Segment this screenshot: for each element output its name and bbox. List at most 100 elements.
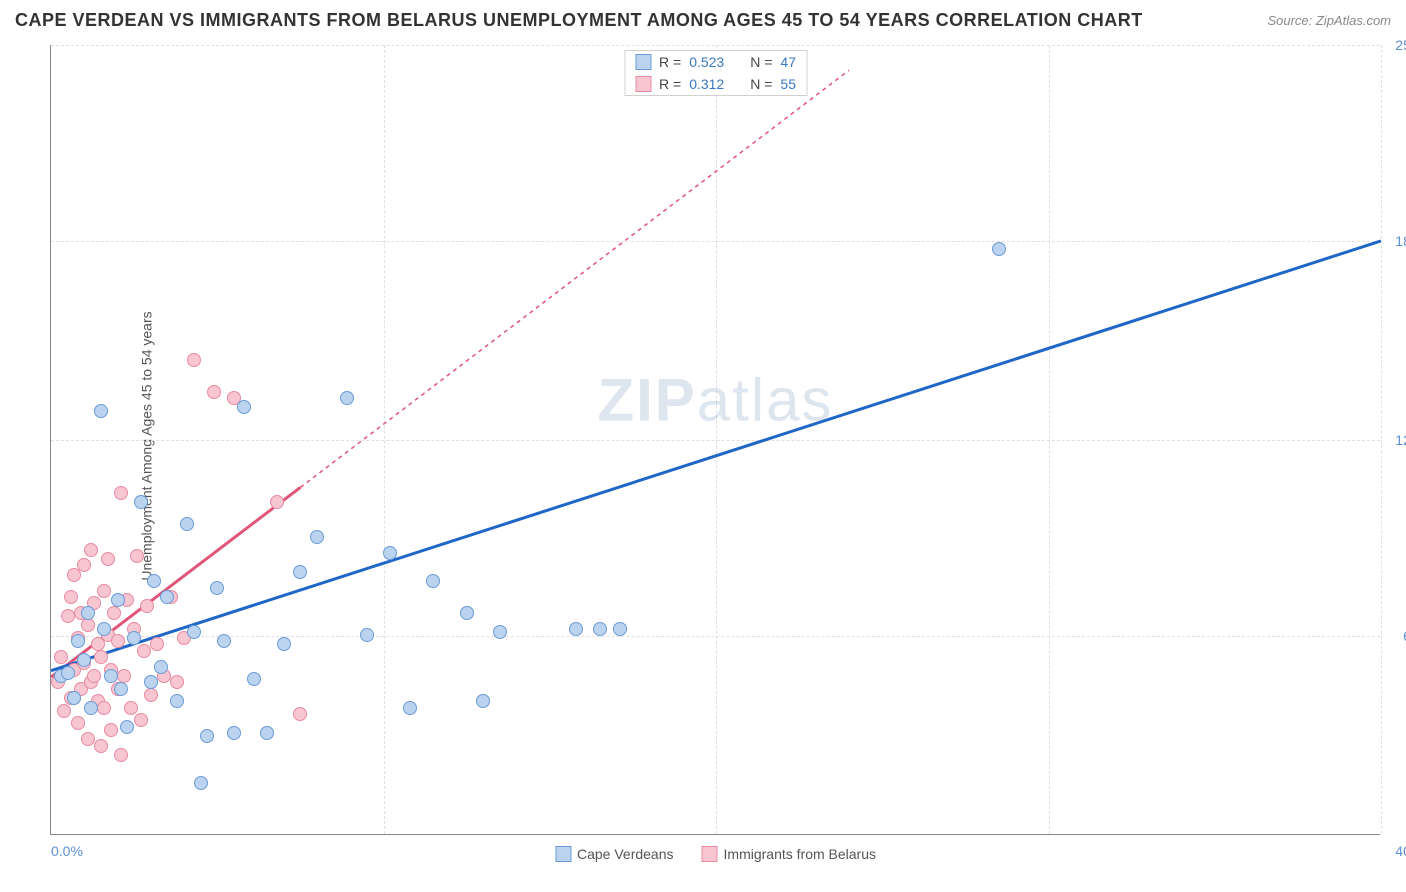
chart-title: CAPE VERDEAN VS IMMIGRANTS FROM BELARUS … (15, 10, 1143, 31)
marker-series-b (144, 688, 158, 702)
marker-series-b (270, 495, 284, 509)
marker-series-a (260, 726, 274, 740)
legend-label-a: Cape Verdeans (577, 846, 674, 862)
swatch-series-a (555, 846, 571, 862)
marker-series-a (160, 590, 174, 604)
marker-series-a (104, 669, 118, 683)
marker-series-b (87, 669, 101, 683)
y-tick-label: 25.0% (1385, 37, 1406, 53)
marker-series-b (140, 599, 154, 613)
marker-series-a (992, 242, 1006, 256)
marker-series-b (94, 650, 108, 664)
gridline-v (716, 45, 717, 834)
marker-series-b (94, 739, 108, 753)
marker-series-a (170, 694, 184, 708)
marker-series-a (120, 720, 134, 734)
marker-series-a (61, 666, 75, 680)
marker-series-a (613, 622, 627, 636)
marker-series-a (147, 574, 161, 588)
stats-legend: R = 0.523 N = 47 R = 0.312 N = 55 (624, 50, 807, 96)
marker-series-a (154, 660, 168, 674)
gridline-v (384, 45, 385, 834)
y-tick-label: 6.3% (1385, 628, 1406, 644)
marker-series-a (426, 574, 440, 588)
marker-series-b (187, 353, 201, 367)
legend-item-a: Cape Verdeans (555, 846, 674, 862)
marker-series-a (180, 517, 194, 531)
legend-label-b: Immigrants from Belarus (724, 846, 876, 862)
marker-series-a (310, 530, 324, 544)
r-prefix: R = (659, 54, 681, 70)
marker-series-a (81, 606, 95, 620)
marker-series-b (77, 558, 91, 572)
scatter-plot: 6.3%12.5%18.8%25.0% ZIPatlas R = 0.523 N… (50, 45, 1380, 835)
n-value-b: 55 (780, 76, 796, 92)
y-tick-label: 12.5% (1385, 432, 1406, 448)
marker-series-a (277, 637, 291, 651)
marker-series-a (127, 631, 141, 645)
marker-series-a (194, 776, 208, 790)
marker-series-a (247, 672, 261, 686)
x-tick-max: 40.0% (1385, 843, 1406, 859)
marker-series-b (104, 723, 118, 737)
swatch-series-b (635, 76, 651, 92)
marker-series-a (360, 628, 374, 642)
marker-series-a (187, 625, 201, 639)
marker-series-a (97, 622, 111, 636)
stats-row-a: R = 0.523 N = 47 (625, 51, 806, 73)
marker-series-b (114, 486, 128, 500)
marker-series-b (81, 618, 95, 632)
marker-series-a (134, 495, 148, 509)
marker-series-a (94, 404, 108, 418)
n-prefix: N = (750, 54, 772, 70)
marker-series-b (64, 590, 78, 604)
r-value-a: 0.523 (689, 54, 724, 70)
marker-series-b (111, 634, 125, 648)
marker-series-b (114, 748, 128, 762)
marker-series-b (150, 637, 164, 651)
marker-series-a (403, 701, 417, 715)
marker-series-a (493, 625, 507, 639)
marker-series-a (227, 726, 241, 740)
marker-series-a (200, 729, 214, 743)
marker-series-b (207, 385, 221, 399)
y-tick-label: 18.8% (1385, 233, 1406, 249)
gridline-v (1049, 45, 1050, 834)
marker-series-b (57, 704, 71, 718)
marker-series-b (97, 584, 111, 598)
marker-series-a (293, 565, 307, 579)
marker-series-b (107, 606, 121, 620)
marker-series-b (134, 713, 148, 727)
marker-series-a (569, 622, 583, 636)
marker-series-b (130, 549, 144, 563)
marker-series-a (217, 634, 231, 648)
marker-series-b (124, 701, 138, 715)
marker-series-a (67, 691, 81, 705)
marker-series-a (476, 694, 490, 708)
marker-series-a (460, 606, 474, 620)
gridline-v (1381, 45, 1382, 834)
source-label: Source: ZipAtlas.com (1267, 13, 1391, 28)
marker-series-a (383, 546, 397, 560)
n-value-a: 47 (780, 54, 796, 70)
marker-series-a (71, 634, 85, 648)
marker-series-b (54, 650, 68, 664)
marker-series-b (137, 644, 151, 658)
marker-series-a (340, 391, 354, 405)
marker-series-a (593, 622, 607, 636)
marker-series-b (293, 707, 307, 721)
marker-series-a (144, 675, 158, 689)
r-prefix: R = (659, 76, 681, 92)
stats-row-b: R = 0.312 N = 55 (625, 73, 806, 95)
marker-series-b (84, 543, 98, 557)
marker-series-a (84, 701, 98, 715)
marker-series-a (210, 581, 224, 595)
marker-series-b (71, 716, 85, 730)
n-prefix: N = (750, 76, 772, 92)
marker-series-b (170, 675, 184, 689)
marker-series-a (237, 400, 251, 414)
marker-series-b (97, 701, 111, 715)
marker-series-b (101, 552, 115, 566)
r-value-b: 0.312 (689, 76, 724, 92)
swatch-series-b (702, 846, 718, 862)
